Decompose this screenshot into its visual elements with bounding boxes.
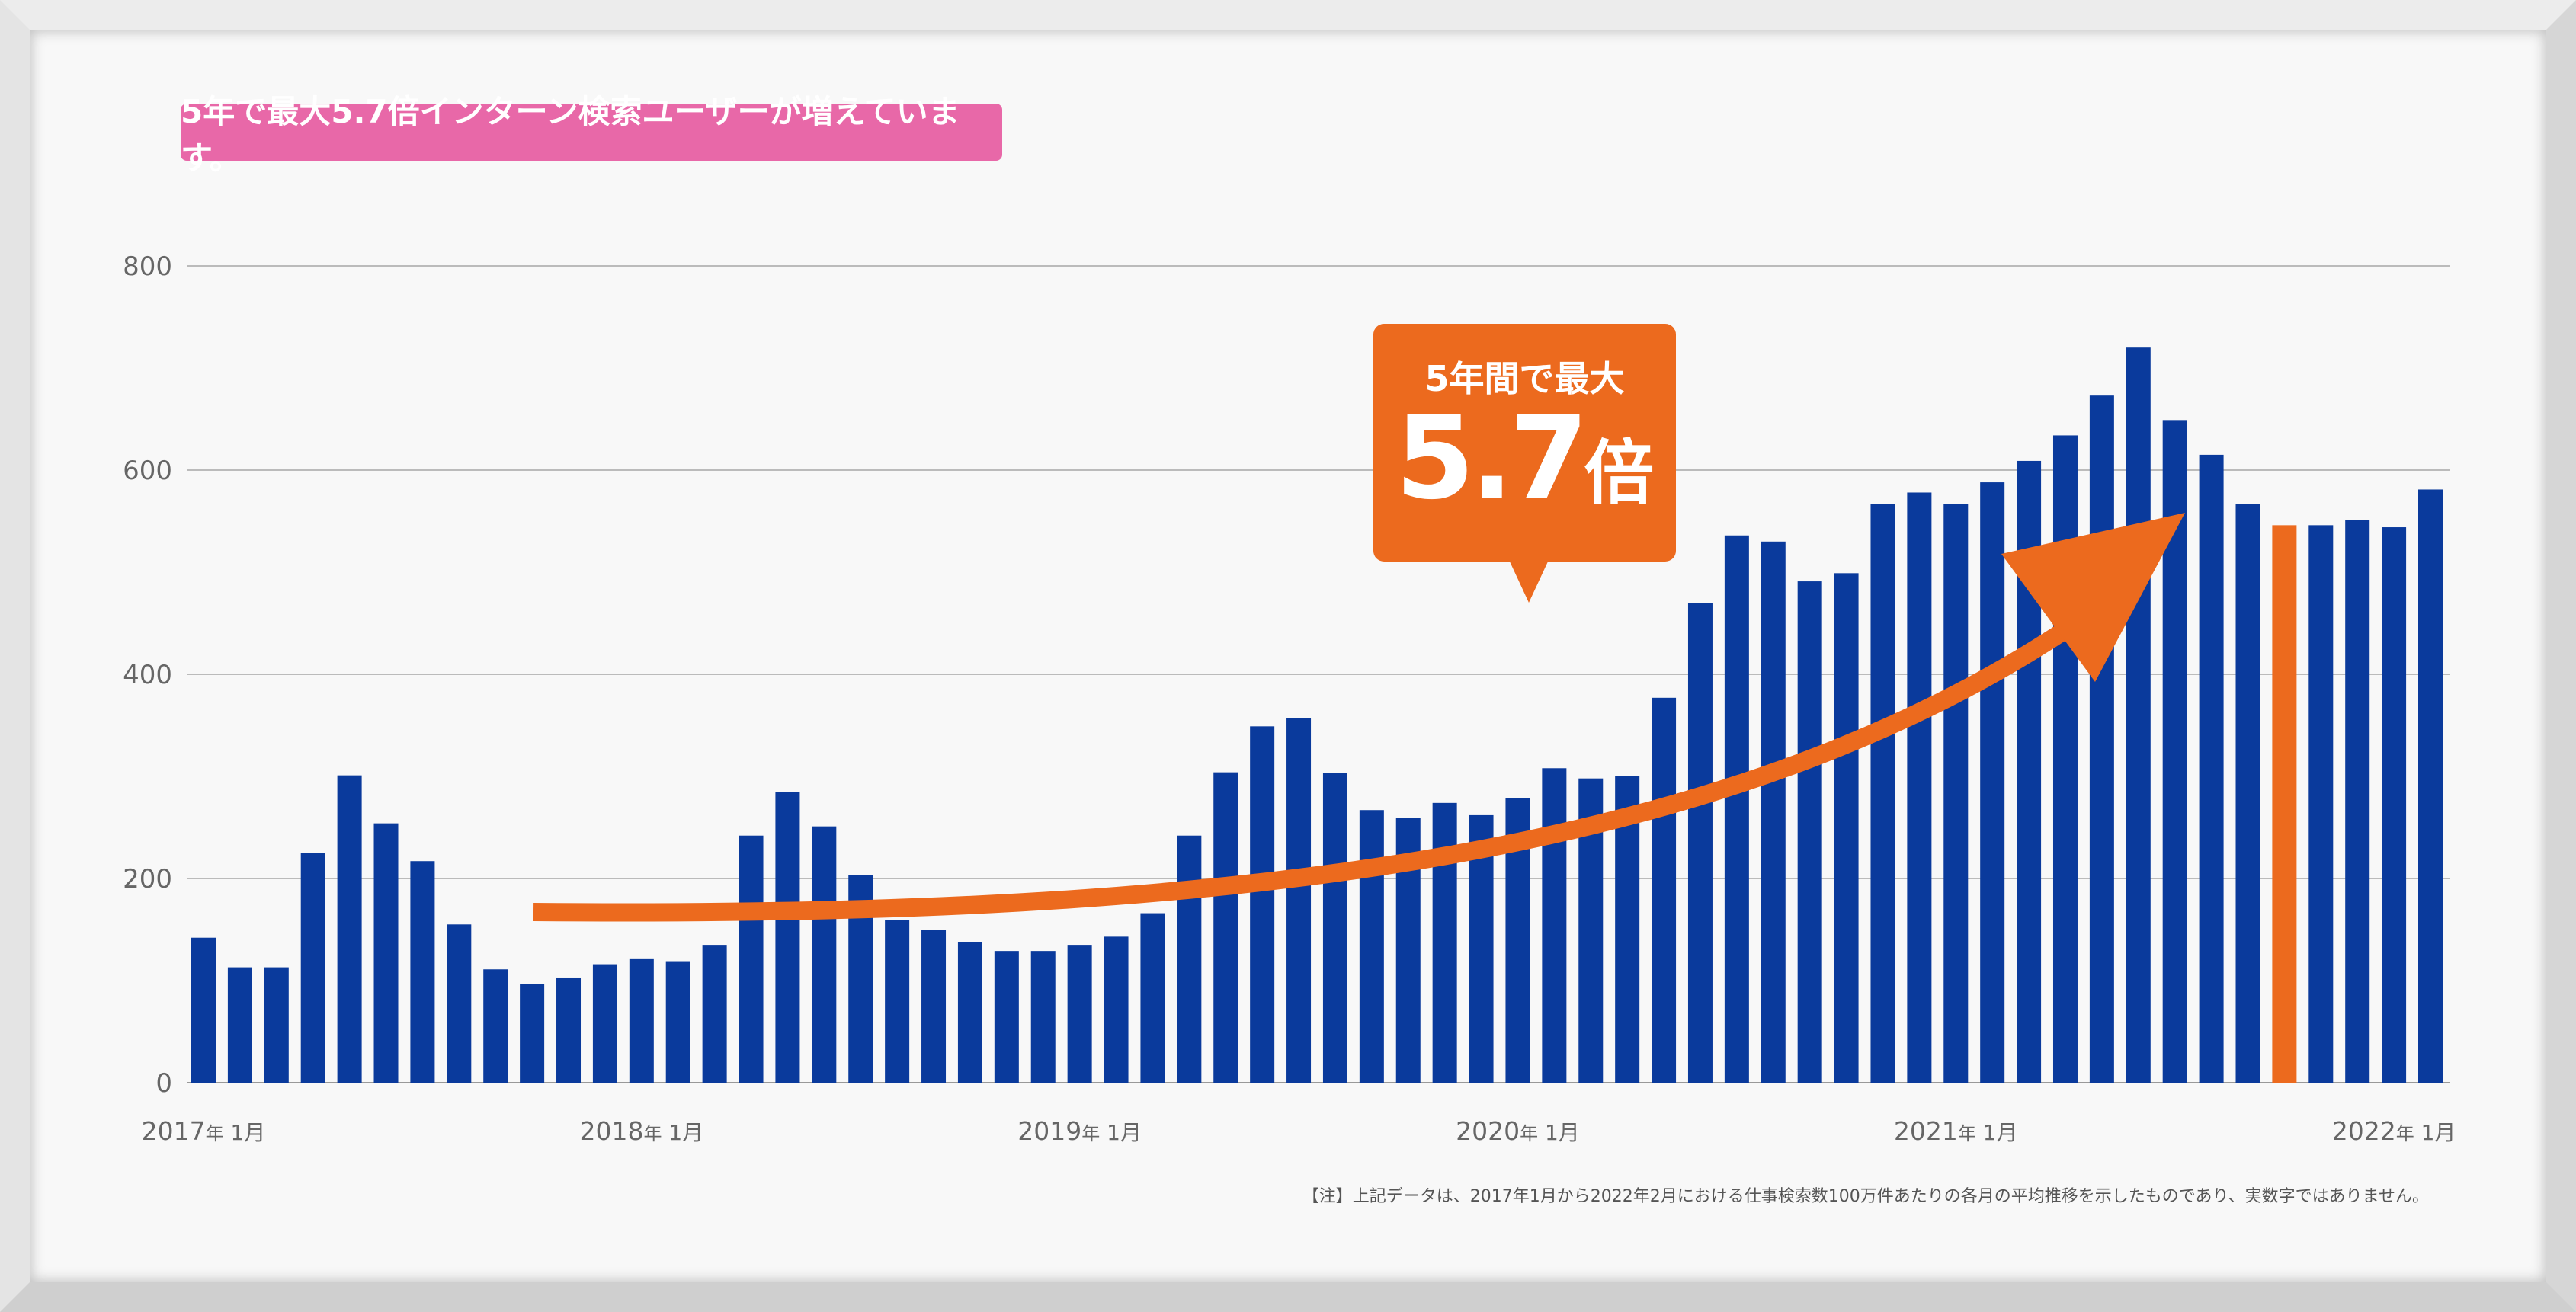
x-tick-label: 2017年 1月: [142, 1116, 266, 1146]
bar: [2382, 527, 2407, 1083]
bar: [1652, 697, 1677, 1083]
bar: [264, 967, 289, 1083]
callout-unit: 倍: [1584, 433, 1655, 514]
bar: [1870, 504, 1895, 1083]
trend-arrow-head: [2001, 513, 2185, 682]
bar: [885, 920, 910, 1083]
bar: [1432, 802, 1457, 1083]
bar: [1724, 535, 1749, 1083]
callout-value-wrap: 5.7倍: [1373, 402, 1676, 531]
callout-value: 5.7: [1395, 392, 1589, 525]
y-tick-label: 200: [123, 864, 172, 894]
x-tick-label: 2021年 1月: [1894, 1116, 2018, 1146]
bar: [1797, 581, 1822, 1083]
bar: [1943, 504, 1969, 1083]
x-tick-label: 2020年 1月: [1456, 1116, 1580, 1146]
y-tick-label: 600: [123, 456, 172, 486]
bar: [2235, 504, 2260, 1083]
y-tick-label: 800: [123, 251, 172, 282]
x-tick-label: 2019年 1月: [1017, 1116, 1142, 1146]
bar: [1104, 936, 1129, 1083]
bar: [629, 958, 654, 1083]
y-tick-label: 400: [123, 660, 172, 690]
bar: [483, 969, 508, 1083]
bar: [1250, 726, 1275, 1083]
bar: [2126, 347, 2151, 1083]
bar: [2345, 520, 2370, 1083]
bar: [410, 861, 435, 1083]
bar: [447, 924, 472, 1083]
bar: [2418, 489, 2443, 1083]
bar: [1687, 603, 1713, 1083]
bar: [556, 977, 582, 1083]
bar: [337, 775, 362, 1083]
bar: [2052, 435, 2078, 1083]
bar: [1213, 772, 1238, 1083]
bar: [702, 945, 727, 1083]
bar: [1907, 492, 1932, 1083]
bar: [994, 951, 1019, 1083]
bar: [227, 967, 252, 1083]
bar: [1542, 768, 1567, 1083]
callout-pointer: [1509, 560, 1549, 603]
bar: [665, 961, 690, 1083]
bar: [957, 942, 982, 1083]
bar: [191, 937, 216, 1083]
bar: [1322, 773, 1347, 1083]
bar: [1286, 718, 1312, 1083]
bar: [1140, 913, 1165, 1083]
x-tick-label: 2022年 1月: [2332, 1116, 2456, 1146]
bar: [775, 792, 800, 1083]
bar: [1177, 835, 1202, 1083]
callout-box: 5年間で最大 5.7倍: [1373, 324, 1676, 603]
callout-line1: 5年間で最大: [1424, 358, 1625, 399]
bar: [520, 984, 545, 1083]
bar: [1761, 541, 1786, 1083]
y-tick-label: 0: [155, 1068, 172, 1099]
bar: [2272, 525, 2297, 1083]
bar: [373, 823, 399, 1083]
trend-arrow-shaft: [533, 590, 2117, 922]
bar: [739, 835, 764, 1083]
bar: [592, 964, 617, 1083]
footnote: 【注】上記データは、2017年1月から2022年2月における仕事検索数100万件…: [1302, 1187, 2429, 1206]
bar: [2308, 525, 2334, 1083]
x-tick-label: 2018年 1月: [579, 1116, 703, 1146]
bar: [1030, 951, 1056, 1083]
bar: [1067, 945, 1092, 1083]
bar: [300, 853, 325, 1083]
bar: [1359, 810, 1384, 1083]
bar: [2089, 395, 2114, 1083]
bar: [921, 930, 947, 1083]
bar: [1834, 573, 1859, 1083]
bar: [1980, 482, 2005, 1083]
bar: [812, 826, 837, 1083]
bar: [2199, 454, 2224, 1083]
